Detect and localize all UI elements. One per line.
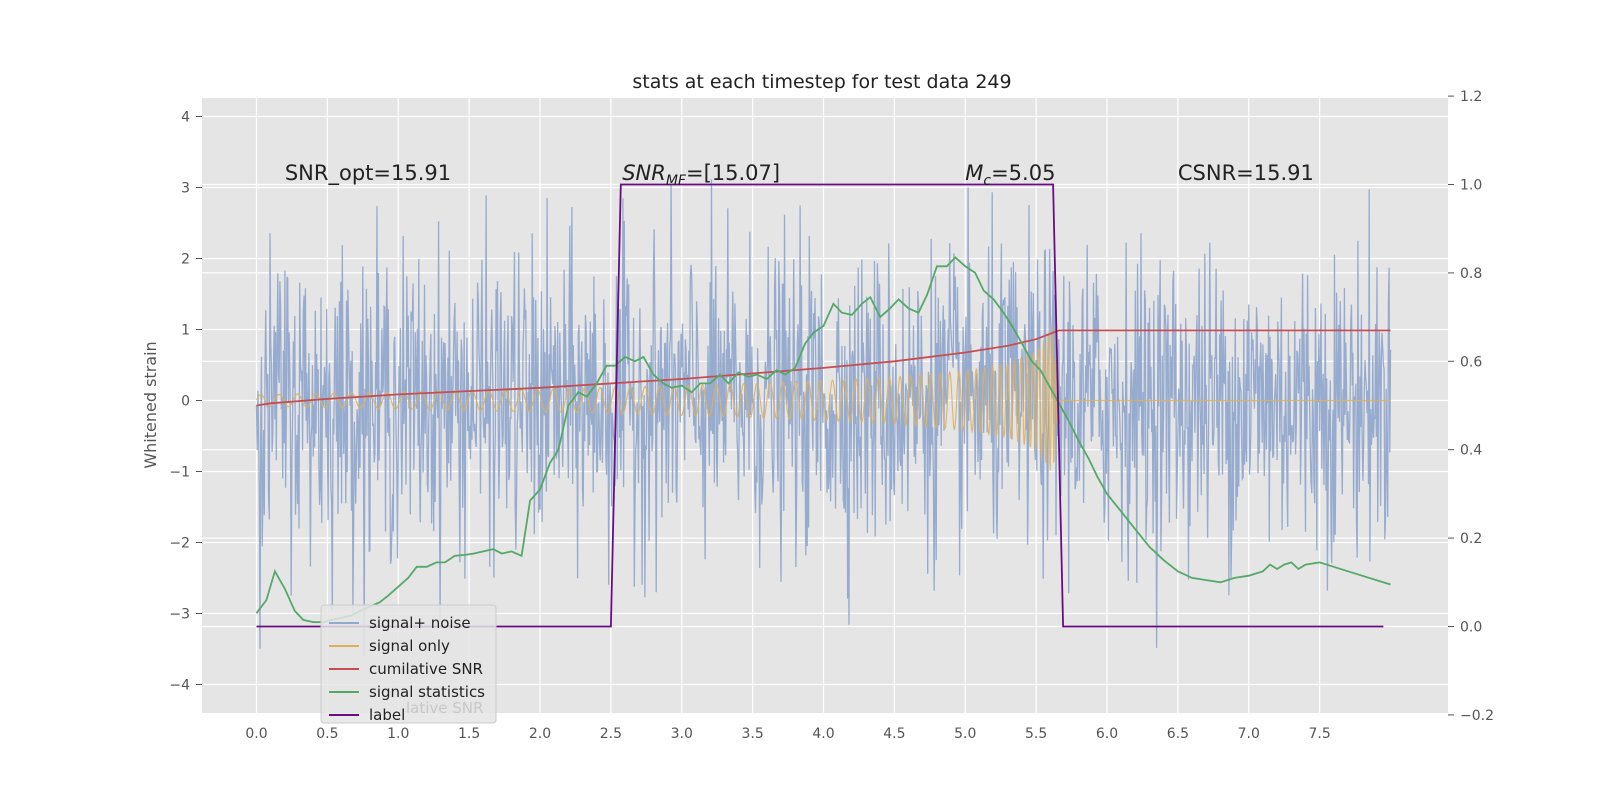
y2-tick-label: 1.0 <box>1460 178 1482 194</box>
x-tick-label: 6.0 <box>1096 726 1118 742</box>
y-tick-label: 2 <box>181 252 190 268</box>
y-tick-label: −1 <box>169 465 190 481</box>
y2-tick-label: 0.4 <box>1460 443 1482 459</box>
chart-title: stats at each timestep for test data 249 <box>632 71 1011 93</box>
x-tick-label: 0.0 <box>245 726 267 742</box>
x-tick-label: 5.0 <box>954 726 976 742</box>
y-tick-label: 4 <box>181 110 190 126</box>
x-tick-label: 7.5 <box>1308 726 1330 742</box>
x-tick-label: 3.0 <box>671 726 693 742</box>
plot-area <box>255 179 1392 657</box>
x-tick-label: 0.5 <box>316 726 338 742</box>
legend: lative SNR signal+ noise signal only cumila… <box>320 604 497 724</box>
y-tick-label: 0 <box>181 394 190 410</box>
y2-tick-label: 0.0 <box>1460 620 1482 636</box>
y-tick-label: −2 <box>169 536 190 552</box>
legend-ghost-text: lative SNR <box>406 699 483 717</box>
y2-tick-label: 0.6 <box>1460 354 1482 370</box>
y-tick-label: 3 <box>181 181 190 197</box>
legend-label: cumilative SNR <box>369 660 483 678</box>
y-tick-label: −4 <box>169 678 190 694</box>
annotation-mc: Mc=5.05 <box>965 161 1055 189</box>
y2-tick-label: 0.8 <box>1460 266 1482 282</box>
x-tick-label: 2.0 <box>529 726 551 742</box>
x-tick-label: 4.0 <box>812 726 834 742</box>
y2-tick-label: −0.2 <box>1460 708 1494 724</box>
x-tick-label: 1.5 <box>458 726 480 742</box>
annotation-snr-mf: SNRMF=[15.07] <box>622 161 780 189</box>
y-axis-label: Whitened strain <box>141 341 160 468</box>
legend-label: signal only <box>369 637 450 655</box>
annotation-csnr: CSNR=15.91 <box>1178 161 1314 185</box>
legend-box <box>320 604 497 724</box>
annotation-snr-opt: SNR_opt=15.91 <box>285 161 451 186</box>
annotations: SNR_opt=15.91 SNRMF=[15.07] Mc=5.05 CSNR=15… <box>285 161 1314 189</box>
x-tick-label: 1.0 <box>387 726 409 742</box>
legend-label: label <box>369 706 405 724</box>
y2-tick-label: 1.2 <box>1460 89 1482 105</box>
x-tick-label: 7.0 <box>1238 726 1260 742</box>
x-tick-label: 3.5 <box>741 726 763 742</box>
series-signal-only <box>255 327 1391 471</box>
series-signal-statistics <box>255 256 1391 623</box>
axes: 0.0 0.5 1.0 1.5 2.0 2.5 3.0 3.5 4.0 4.5 5.0 5.5 6.0 6… <box>169 89 1494 742</box>
legend-label: signal statistics <box>369 683 485 701</box>
x-tick-label: 5.5 <box>1025 726 1047 742</box>
series-label <box>256 183 1384 628</box>
x-tick-label: 4.5 <box>883 726 905 742</box>
y-tick-label: −3 <box>169 607 190 623</box>
series-cumilative-snr <box>256 329 1391 407</box>
x-tick-label: 2.5 <box>600 726 622 742</box>
x-tick-label: 6.5 <box>1167 726 1189 742</box>
y-tick-label: 1 <box>181 323 190 339</box>
y2-tick-label: 0.2 <box>1460 531 1482 547</box>
legend-label: signal+ noise <box>369 614 471 632</box>
